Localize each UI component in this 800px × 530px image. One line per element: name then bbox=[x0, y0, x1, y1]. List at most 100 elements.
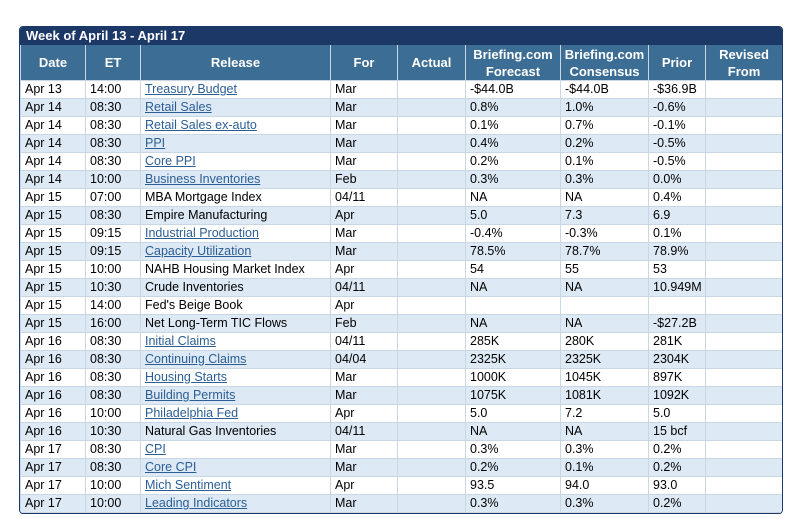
release-link[interactable]: Philadelphia Fed bbox=[145, 406, 239, 420]
revised-cell bbox=[705, 458, 782, 477]
date-cell: Apr 15 bbox=[20, 260, 86, 279]
release-cell: Continuing Claims bbox=[140, 350, 331, 369]
et-cell: 14:00 bbox=[85, 80, 141, 99]
actual-cell bbox=[397, 260, 466, 279]
revised-cell bbox=[705, 206, 782, 225]
for-cell: Feb bbox=[330, 170, 398, 189]
forecast-cell: 78.5% bbox=[465, 242, 561, 261]
release-link[interactable]: PPI bbox=[145, 136, 166, 150]
et-cell: 08:30 bbox=[85, 332, 141, 351]
release-link[interactable]: Business Inventories bbox=[145, 172, 261, 186]
revised-cell bbox=[705, 476, 782, 495]
table-row: Apr 15 09:15 Industrial Production Mar -0.4%… bbox=[20, 224, 782, 243]
for-cell: Apr bbox=[330, 296, 398, 315]
revised-cell bbox=[705, 404, 782, 423]
consensus-cell: 0.3% bbox=[560, 170, 649, 189]
prior-cell: 0.4% bbox=[648, 188, 706, 207]
forecast-cell: 285K bbox=[465, 332, 561, 351]
prior-cell: 0.0% bbox=[648, 170, 706, 189]
table-row: Apr 17 10:00 Mich Sentiment Apr 93.5 94.0 93.0 bbox=[20, 476, 782, 495]
release-link[interactable]: Treasury Budget bbox=[145, 82, 237, 96]
forecast-cell: 0.2% bbox=[465, 152, 561, 171]
release-link[interactable]: Core PPI bbox=[145, 154, 196, 168]
forecast-cell: NA bbox=[465, 422, 561, 441]
consensus-cell: 0.2% bbox=[560, 134, 649, 153]
release-cell: Industrial Production bbox=[140, 224, 331, 243]
table-row: Apr 16 10:30 Natural Gas Inventories 04/11 N… bbox=[20, 422, 782, 441]
panel-title: Week of April 13 - April 17 bbox=[20, 27, 782, 45]
actual-cell bbox=[397, 98, 466, 117]
revised-cell bbox=[705, 278, 782, 297]
actual-cell bbox=[397, 314, 466, 333]
for-cell: 04/11 bbox=[330, 332, 398, 351]
table-body: Apr 13 14:00 Treasury Budget Mar -$44.0B -$44… bbox=[20, 80, 782, 513]
actual-cell bbox=[397, 476, 466, 495]
date-cell: Apr 15 bbox=[20, 296, 86, 315]
release-link[interactable]: Housing Starts bbox=[145, 370, 227, 384]
date-cell: Apr 15 bbox=[20, 206, 86, 225]
et-cell: 08:30 bbox=[85, 116, 141, 135]
column-header: Revised From bbox=[705, 45, 782, 81]
actual-cell bbox=[397, 242, 466, 261]
date-cell: Apr 16 bbox=[20, 368, 86, 387]
table-row: Apr 15 10:30 Crude Inventories 04/11 NA NA 10.… bbox=[20, 278, 782, 297]
date-cell: Apr 16 bbox=[20, 350, 86, 369]
prior-cell: 0.2% bbox=[648, 458, 706, 477]
table-row: Apr 14 08:30 Retail Sales ex-auto Mar 0.1% 0.… bbox=[20, 116, 782, 135]
et-cell: 09:15 bbox=[85, 224, 141, 243]
revised-cell bbox=[705, 134, 782, 153]
for-cell: Mar bbox=[330, 494, 398, 513]
forecast-cell: 2325K bbox=[465, 350, 561, 369]
release-link[interactable]: Retail Sales bbox=[145, 100, 212, 114]
forecast-cell: NA bbox=[465, 278, 561, 297]
et-cell: 10:00 bbox=[85, 170, 141, 189]
release-link[interactable]: Core CPI bbox=[145, 460, 197, 474]
table-row: Apr 17 10:00 Leading Indicators Mar 0.3% 0.3%… bbox=[20, 494, 782, 513]
release-link[interactable]: Leading Indicators bbox=[145, 496, 248, 510]
release-link[interactable]: Continuing Claims bbox=[145, 352, 247, 366]
table-row: Apr 13 14:00 Treasury Budget Mar -$44.0B -$44… bbox=[20, 80, 782, 99]
release-cell: Philadelphia Fed bbox=[140, 404, 331, 423]
table-row: Apr 16 08:30 Initial Claims 04/11 285K 280K 28… bbox=[20, 332, 782, 351]
release-cell: Core CPI bbox=[140, 458, 331, 477]
release-cell: Leading Indicators bbox=[140, 494, 331, 513]
prior-cell: 0.2% bbox=[648, 440, 706, 459]
revised-cell bbox=[705, 242, 782, 261]
release-link[interactable]: CPI bbox=[145, 442, 166, 456]
actual-cell bbox=[397, 458, 466, 477]
release-link[interactable]: Initial Claims bbox=[145, 334, 216, 348]
table-row: Apr 14 08:30 Retail Sales Mar 0.8% 1.0% -0.6% bbox=[20, 98, 782, 117]
release-link[interactable]: Industrial Production bbox=[145, 226, 259, 240]
for-cell: 04/11 bbox=[330, 188, 398, 207]
revised-cell bbox=[705, 440, 782, 459]
forecast-cell: 0.4% bbox=[465, 134, 561, 153]
actual-cell bbox=[397, 188, 466, 207]
table-row: Apr 15 09:15 Capacity Utilization Mar 78.5% 7… bbox=[20, 242, 782, 261]
prior-cell bbox=[648, 296, 706, 315]
for-cell: Apr bbox=[330, 206, 398, 225]
prior-cell: 2304K bbox=[648, 350, 706, 369]
date-cell: Apr 15 bbox=[20, 278, 86, 297]
table-row: Apr 16 10:00 Philadelphia Fed Apr 5.0 7.2 5.0 bbox=[20, 404, 782, 423]
forecast-cell: 0.3% bbox=[465, 494, 561, 513]
consensus-cell bbox=[560, 296, 649, 315]
release-cell: Core PPI bbox=[140, 152, 331, 171]
et-cell: 08:30 bbox=[85, 350, 141, 369]
release-cell: Net Long-Term TIC Flows bbox=[140, 314, 331, 333]
release-link[interactable]: Retail Sales ex-auto bbox=[145, 118, 257, 132]
release-link[interactable]: Capacity Utilization bbox=[145, 244, 252, 258]
actual-cell bbox=[397, 80, 466, 99]
column-header: Briefing.com Forecast bbox=[465, 45, 561, 81]
for-cell: Apr bbox=[330, 476, 398, 495]
actual-cell bbox=[397, 332, 466, 351]
et-cell: 08:30 bbox=[85, 386, 141, 405]
date-cell: Apr 15 bbox=[20, 242, 86, 261]
forecast-cell: 93.5 bbox=[465, 476, 561, 495]
release-cell: Mich Sentiment bbox=[140, 476, 331, 495]
et-cell: 08:30 bbox=[85, 368, 141, 387]
release-link[interactable]: Mich Sentiment bbox=[145, 478, 232, 492]
consensus-cell: 94.0 bbox=[560, 476, 649, 495]
date-cell: Apr 16 bbox=[20, 386, 86, 405]
prior-cell: -0.1% bbox=[648, 116, 706, 135]
release-link[interactable]: Building Permits bbox=[145, 388, 236, 402]
